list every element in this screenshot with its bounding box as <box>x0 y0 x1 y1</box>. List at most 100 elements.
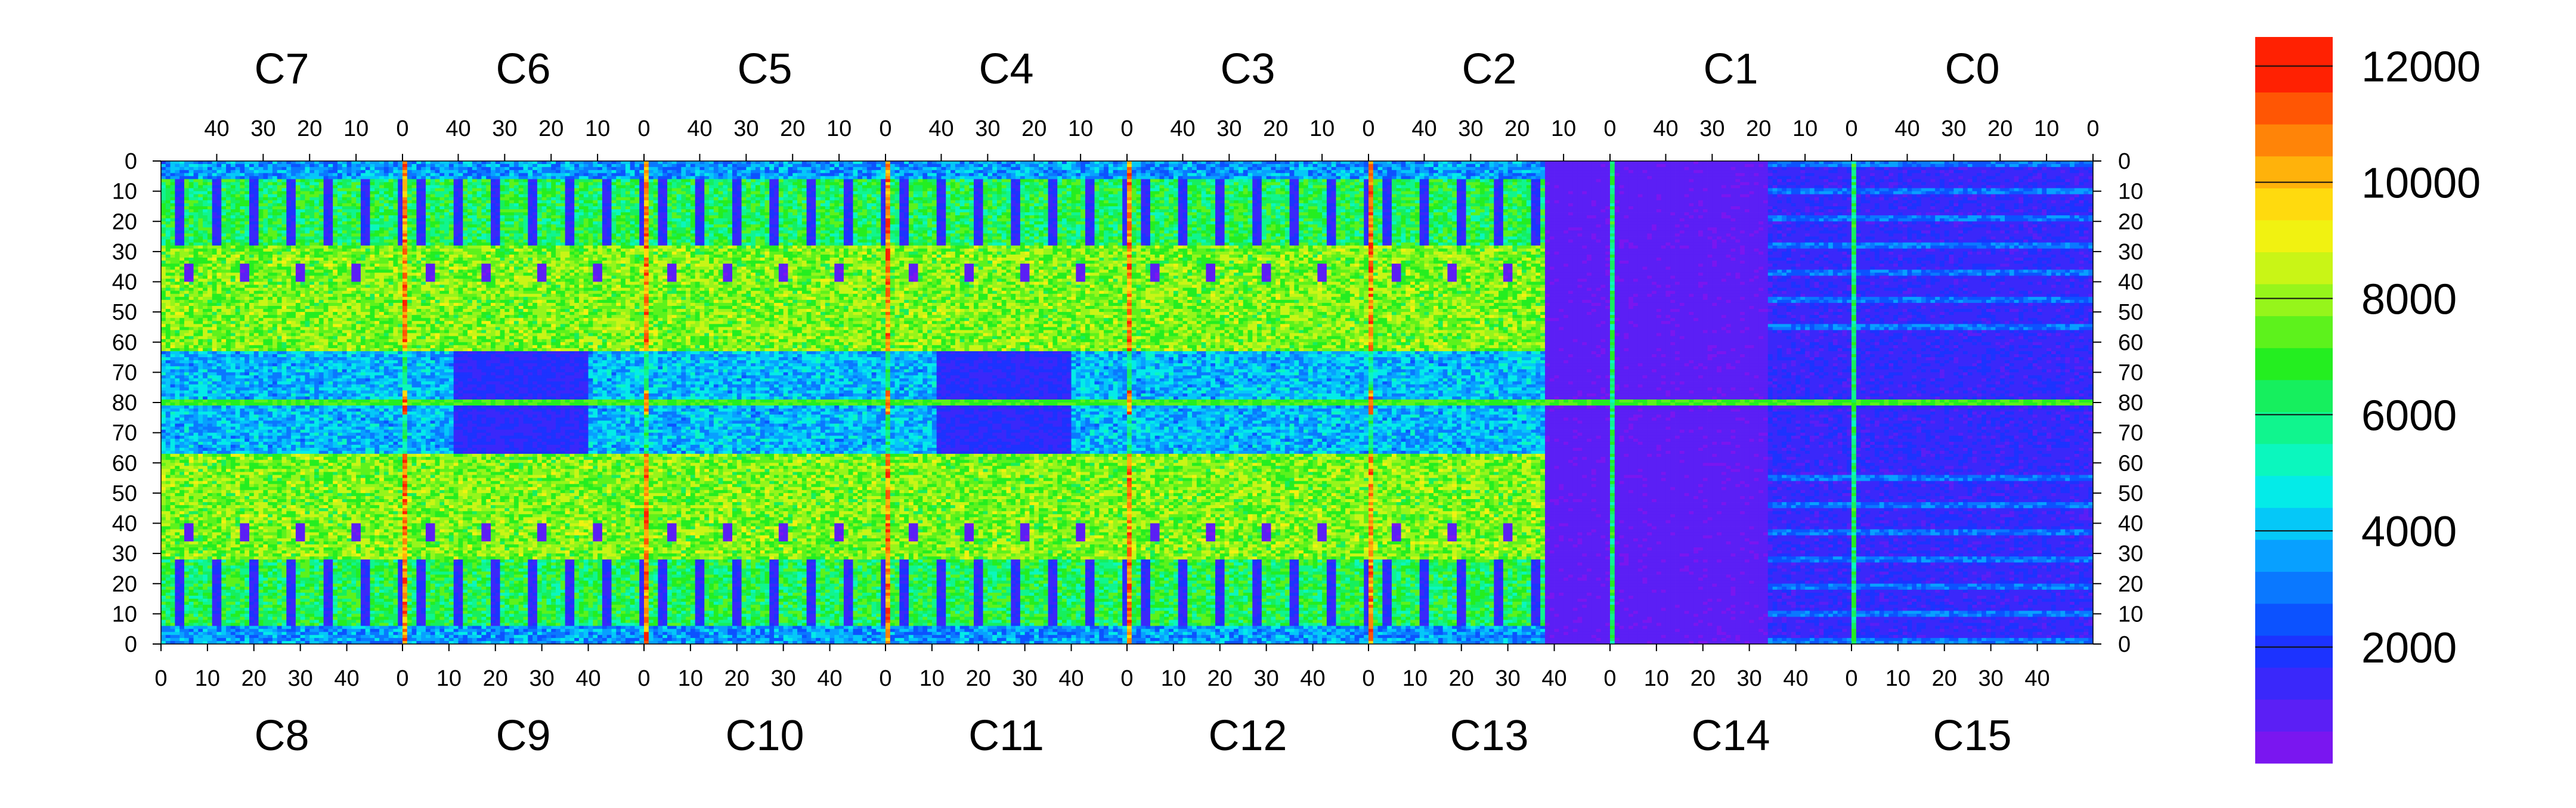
heat-cell <box>1763 167 1768 170</box>
heat-cell <box>1986 173 1991 176</box>
heat-cell <box>421 176 426 179</box>
heat-cell <box>486 161 491 164</box>
heat-cell <box>1698 173 1703 176</box>
heat-cell <box>500 176 505 179</box>
heat-cell <box>561 173 565 176</box>
heat-cell <box>426 164 431 167</box>
heat-cell <box>1940 176 1945 179</box>
heat-cell <box>259 170 264 173</box>
heat-cell <box>639 167 644 170</box>
heat-cell <box>1155 167 1160 170</box>
heat-cell <box>236 170 240 173</box>
heat-cell <box>658 167 662 170</box>
heat-cell <box>1893 173 1898 176</box>
heat-cell <box>649 170 654 173</box>
heat-cell <box>2028 170 2033 173</box>
heat-cell <box>1020 170 1025 173</box>
heat-cell <box>1220 167 1225 170</box>
heat-cell <box>964 170 969 173</box>
heat-cell <box>333 176 338 179</box>
heat-cell <box>1847 167 1852 170</box>
heat-cell <box>166 173 171 176</box>
heat-cell <box>1007 173 1011 176</box>
heat-cell <box>291 170 296 173</box>
heat-cell <box>291 167 296 170</box>
heat-cell <box>1842 173 1847 176</box>
heat-cell <box>1034 170 1039 173</box>
heat-cell <box>509 170 514 173</box>
heat-cell <box>1633 161 1638 164</box>
heat-cell <box>198 173 203 176</box>
heat-cell <box>1373 170 1378 173</box>
heat-cell <box>1178 173 1183 176</box>
heat-cell <box>347 173 352 176</box>
heat-cell <box>1698 167 1703 170</box>
heat-cell <box>1466 176 1471 179</box>
heat-cell <box>244 161 249 164</box>
heat-cell <box>402 161 407 164</box>
heat-cell <box>1712 173 1717 176</box>
heat-cell <box>821 170 825 173</box>
heat-cell <box>1275 170 1280 173</box>
heat-cell <box>1415 173 1420 176</box>
heat-cell <box>1805 167 1810 170</box>
heat-cell <box>203 161 208 164</box>
heat-cell <box>1397 161 1401 164</box>
heat-cell <box>491 170 496 173</box>
heat-cell <box>477 176 482 179</box>
heat-cell <box>1870 173 1875 176</box>
heat-cell <box>2042 173 2046 176</box>
heat-cell <box>1703 161 1708 164</box>
heat-cell <box>964 161 969 164</box>
heat-cell <box>240 164 244 167</box>
heat-cell <box>1141 161 1145 164</box>
heat-cell <box>1210 173 1215 176</box>
heat-cell <box>1127 176 1132 179</box>
heat-cell <box>1675 167 1680 170</box>
heat-cell <box>1405 170 1410 173</box>
heat-cell <box>1498 176 1503 179</box>
heat-cell <box>681 164 686 167</box>
heat-cell <box>732 167 737 170</box>
heat-cell <box>161 170 166 173</box>
heat-cell <box>742 167 747 170</box>
heat-cell <box>1842 161 1847 164</box>
heat-cell <box>1568 167 1573 170</box>
heat-cell <box>654 161 658 164</box>
heat-cell <box>1708 167 1713 170</box>
heat-cell <box>1949 164 1954 167</box>
heat-cell <box>1072 170 1076 173</box>
heat-cell <box>593 173 597 176</box>
heat-cell <box>342 161 347 164</box>
heat-cell <box>1545 161 1550 164</box>
heat-cell <box>379 164 384 167</box>
heat-cell <box>1550 164 1555 167</box>
heat-cell <box>886 170 890 173</box>
heat-cell <box>309 164 314 167</box>
heat-cell <box>1137 170 1141 173</box>
heat-cell <box>2051 161 2056 164</box>
heat-cell <box>1438 167 1443 170</box>
heat-cell <box>1462 161 1466 164</box>
heat-cell <box>1991 164 1996 167</box>
heat-cell <box>1940 167 1945 170</box>
heat-cell <box>1796 164 1801 167</box>
heat-cell <box>361 167 366 170</box>
heat-cell <box>1643 167 1648 170</box>
heat-cell <box>1689 173 1693 176</box>
heat-cell <box>922 173 927 176</box>
heat-cell <box>1470 173 1475 176</box>
heat-cell <box>802 173 807 176</box>
heat-cell <box>1888 176 1893 179</box>
heat-cell <box>208 173 212 176</box>
heat-cell <box>1248 164 1253 167</box>
heat-cell <box>1652 173 1657 176</box>
heat-cell <box>1685 164 1689 167</box>
heat-cell <box>416 161 421 164</box>
heat-cell <box>1787 170 1791 173</box>
heat-cell <box>1907 161 1912 164</box>
heat-cell <box>194 167 199 170</box>
heat-cell <box>1475 170 1480 173</box>
heat-cell <box>1624 173 1628 176</box>
heat-cell <box>1963 164 1968 167</box>
